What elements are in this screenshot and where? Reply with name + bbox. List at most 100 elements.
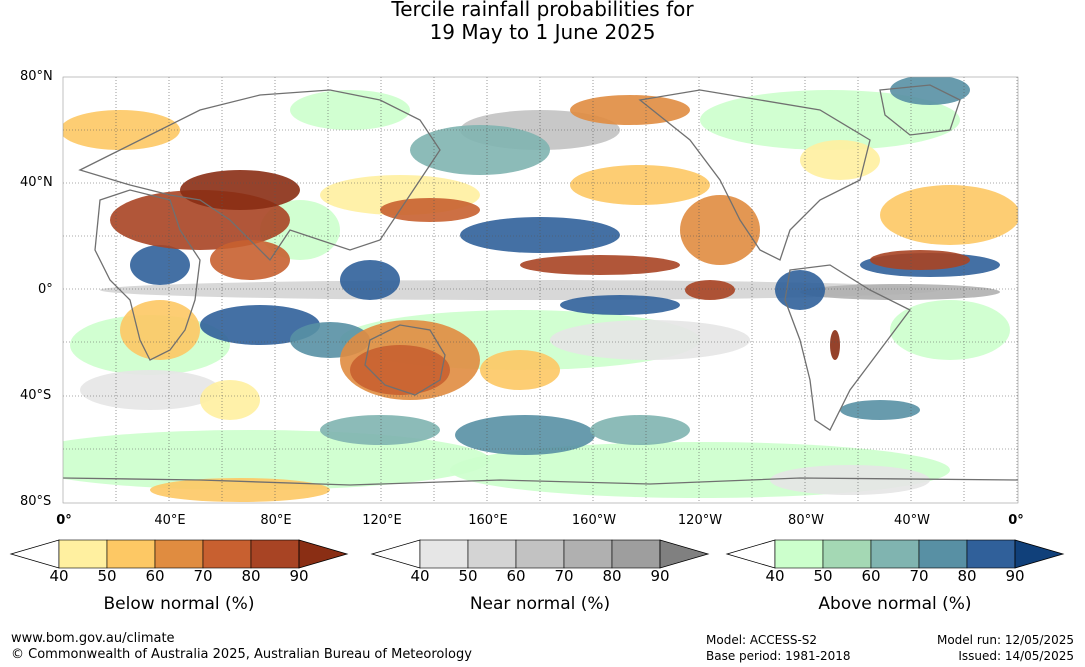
above-tick-60: 60 <box>861 567 881 585</box>
lon-label-80e: 80°E <box>260 513 292 528</box>
footer-copyright: © Commonwealth of Australia 2025, Austra… <box>11 647 472 662</box>
footer-model-run: Model run: 12/05/2025 <box>936 633 1074 647</box>
lon-label-120e: 120°E <box>362 513 402 528</box>
probability-region <box>340 260 400 300</box>
coastline <box>78 89 441 262</box>
probability-region <box>770 465 930 495</box>
below-tick-80: 80 <box>241 567 261 585</box>
legend-arrow-low <box>9 539 60 569</box>
legend-swatch <box>106 539 156 569</box>
lon-label-80w: 80°W <box>788 513 824 528</box>
legend-title-near: Near normal (%) <box>469 594 611 614</box>
coastline <box>63 477 1018 486</box>
legend-swatch <box>918 539 968 569</box>
probability-region <box>890 300 1010 360</box>
below-tick-40: 40 <box>49 567 69 585</box>
footer-model: Model: ACCESS-S2 <box>706 633 818 647</box>
probability-region <box>870 250 970 270</box>
lon-label-40w: 40°W <box>894 513 930 528</box>
above-tick-70: 70 <box>909 567 929 585</box>
probability-region <box>130 245 190 285</box>
legend-swatch <box>202 539 252 569</box>
probability-region <box>63 110 180 150</box>
legend-title-above: Above normal (%) <box>818 594 972 614</box>
above-tick-90: 90 <box>1005 567 1025 585</box>
lat-label-40n: 40°N <box>20 175 53 190</box>
footer-base-period: Base period: 1981-2018 <box>706 649 851 663</box>
probability-region <box>80 370 220 410</box>
legend-arrow-high <box>298 539 349 569</box>
legend-swatch <box>419 539 469 569</box>
probability-region <box>460 217 620 253</box>
probability-region <box>560 295 680 315</box>
coastline <box>784 264 911 431</box>
probability-region <box>800 140 880 180</box>
legend-arrow-high <box>659 539 710 569</box>
footer-url[interactable]: www.bom.gov.au/climate <box>11 631 175 646</box>
probability-region <box>320 415 440 445</box>
legend-bars <box>9 539 1065 569</box>
probability-region <box>350 345 450 395</box>
near-tick-80: 80 <box>602 567 622 585</box>
legend-arrow-low <box>370 539 421 569</box>
chart-title: Tercile rainfall probabilities for 19 Ma… <box>0 0 1085 44</box>
coastline <box>364 324 446 396</box>
probability-region <box>63 430 490 490</box>
coastline <box>879 84 961 136</box>
probability-region <box>520 255 680 275</box>
footer-issued: Issued: 14/05/2025 <box>958 649 1074 663</box>
probability-region <box>800 284 1000 300</box>
probability-region <box>380 198 480 222</box>
legend-swatch <box>822 539 872 569</box>
below-tick-50: 50 <box>97 567 117 585</box>
legend-swatch <box>58 539 108 569</box>
lon-label-0-left: 0° <box>56 513 72 528</box>
legend-arrow-low <box>725 539 776 569</box>
probability-region <box>200 380 260 420</box>
graticule <box>63 77 1018 503</box>
near-tick-60: 60 <box>506 567 526 585</box>
probability-region <box>570 95 690 125</box>
legend-below-normal <box>9 539 349 569</box>
above-tick-80: 80 <box>957 567 977 585</box>
probability-region <box>570 165 710 205</box>
lat-label-equator: 0° <box>38 282 53 297</box>
below-tick-70: 70 <box>193 567 213 585</box>
legend-arrow-high <box>1014 539 1065 569</box>
below-tick-60: 60 <box>145 567 165 585</box>
coastline <box>94 189 201 361</box>
title-line-2: 19 May to 1 June 2025 <box>429 20 656 44</box>
legend-near-normal <box>370 539 710 569</box>
probability-region <box>120 300 200 360</box>
probability-region <box>680 195 760 265</box>
probability-region <box>685 280 735 300</box>
near-tick-90: 90 <box>650 567 670 585</box>
probability-region <box>200 305 320 345</box>
legend-swatch <box>154 539 204 569</box>
lat-label-40s: 40°S <box>20 388 52 403</box>
lon-label-160w: 160°W <box>571 513 617 528</box>
probability-region <box>700 90 960 150</box>
probability-region <box>410 125 550 175</box>
probability-region <box>150 478 330 502</box>
map-frame <box>62 76 1019 504</box>
legend-swatch <box>774 539 824 569</box>
lat-label-80n: 80°N <box>20 69 53 84</box>
lat-label-80s: 80°S <box>20 494 52 509</box>
legend-swatch <box>611 539 661 569</box>
probability-region <box>550 320 750 360</box>
lon-label-40e: 40°E <box>154 513 186 528</box>
probability-map <box>62 76 1019 504</box>
title-line-1: Tercile rainfall probabilities for <box>391 0 694 21</box>
probability-region <box>455 415 595 455</box>
legend-swatch <box>467 539 517 569</box>
above-tick-50: 50 <box>813 567 833 585</box>
probability-region <box>210 240 290 280</box>
near-tick-40: 40 <box>410 567 430 585</box>
probability-region <box>775 270 825 310</box>
probability-region <box>830 330 840 360</box>
legend-swatch <box>563 539 613 569</box>
below-tick-90: 90 <box>289 567 309 585</box>
near-tick-70: 70 <box>554 567 574 585</box>
probability-region <box>590 415 690 445</box>
